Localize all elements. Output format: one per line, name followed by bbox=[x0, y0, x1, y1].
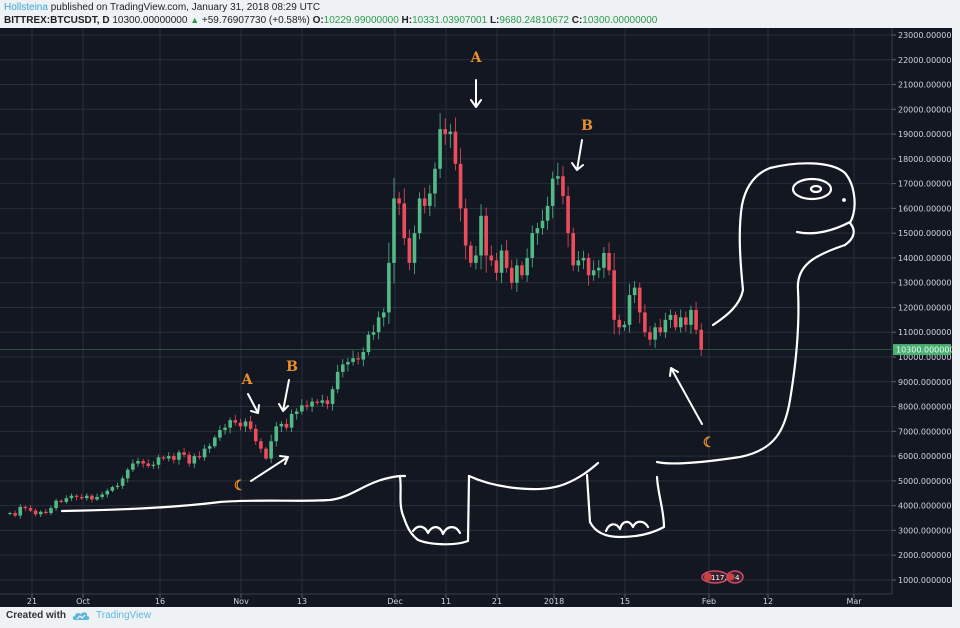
price-axis[interactable]: 23000.00000000 22000.00000000 21000.000000… bbox=[892, 31, 952, 585]
price-tick-label: 12000.00000000 bbox=[898, 303, 952, 312]
price-tick-label: 21000.00000000 bbox=[898, 81, 952, 90]
badge-count: 117.5 bbox=[711, 574, 731, 582]
arrow-up-left-icon bbox=[669, 367, 703, 425]
time-tick-label: Feb bbox=[702, 597, 716, 606]
turtle-drawing bbox=[60, 162, 856, 546]
change-value: +59.76907730 (+0.58%) bbox=[201, 15, 310, 26]
price-tick-label: 11000.00000000 bbox=[898, 328, 952, 337]
annotation-label: A bbox=[470, 50, 483, 66]
svg-text:10300.00000000: 10300.00000000 bbox=[896, 346, 952, 355]
time-axis[interactable]: 21 Oct 16 Nov 13 Dec 11 21 2018 15 Feb 12 Mar bbox=[27, 594, 862, 606]
grid bbox=[0, 28, 892, 594]
price-tick-label: 15000.00000000 bbox=[898, 229, 952, 238]
time-tick-label: 2018 bbox=[544, 597, 564, 606]
publish-line: Hollsteina published on TradingView.com,… bbox=[4, 1, 657, 14]
time-tick-label: Dec bbox=[387, 597, 402, 606]
ohlc-line: BITTREX:BTCUSDT, D 10300.00000000 ▲ +59.… bbox=[4, 14, 657, 27]
published-text: published on TradingView.com, January 31… bbox=[50, 2, 321, 13]
low-label: L: bbox=[489, 15, 500, 26]
moon-icon: ☾ bbox=[234, 478, 247, 494]
low-value: 9680.24810672 bbox=[499, 15, 569, 26]
price-tick-label: 20000.00000000 bbox=[898, 105, 952, 114]
price-tick-label: 2000.00000000 bbox=[898, 551, 952, 560]
price-tick-label: 9000.00000000 bbox=[898, 378, 952, 387]
turtle-tail bbox=[60, 474, 407, 513]
turtle-nostril bbox=[842, 198, 846, 202]
arrow-down-right-icon bbox=[247, 393, 260, 414]
annotation-arrows bbox=[247, 79, 703, 482]
time-tick-label: 13 bbox=[297, 597, 307, 606]
price-tick-label: 23000.00000000 bbox=[898, 31, 952, 40]
arrow-down-icon bbox=[278, 379, 290, 412]
price-tick-label: 4000.00000000 bbox=[898, 502, 952, 511]
price-tick-label: 3000.00000000 bbox=[898, 526, 952, 535]
turtle-eye-outer bbox=[791, 177, 833, 201]
created-with-label: Created with bbox=[6, 610, 67, 621]
time-tick-label: 11 bbox=[441, 597, 451, 606]
moon-icon: ☾ bbox=[703, 435, 716, 451]
price-tick-label: 17000.00000000 bbox=[898, 180, 952, 189]
price-tick-label: 18000.00000000 bbox=[898, 155, 952, 164]
price-tick-label: 5000.00000000 bbox=[898, 477, 952, 486]
candlestick-chart[interactable]: A B A B ☾ ☾ 23000.00000000 22000.00000000 21000… bbox=[0, 28, 952, 607]
arrow-down-icon bbox=[571, 139, 584, 171]
arrow-up-right-icon bbox=[250, 455, 289, 482]
last-price: 10300.00000000 bbox=[112, 15, 188, 26]
tradingview-cloud-icon bbox=[72, 611, 90, 620]
turtle-back-leg bbox=[585, 473, 666, 539]
high-value: 10331.03907001 bbox=[412, 15, 488, 26]
price-tick-label: 22000.00000000 bbox=[898, 56, 952, 65]
turtle-eye-inner bbox=[809, 184, 823, 194]
chart-header: Hollsteina published on TradingView.com,… bbox=[4, 1, 657, 27]
chart-area[interactable]: A B A B ☾ ☾ 23000.00000000 22000.00000000 21000… bbox=[0, 28, 952, 607]
price-tick-label: 8000.00000000 bbox=[898, 403, 952, 412]
time-tick-label: 15 bbox=[620, 597, 630, 606]
turtle-belly bbox=[467, 461, 600, 491]
price-tick-label: 14000.00000000 bbox=[898, 254, 952, 263]
close-label: C: bbox=[571, 15, 583, 26]
price-tick-label: 1000.00000000 bbox=[898, 576, 952, 585]
turtle-mouth bbox=[795, 220, 852, 235]
price-tick-label: 19000.00000000 bbox=[898, 130, 952, 139]
time-tick-label: Oct bbox=[76, 597, 90, 606]
price-tick-label: 7000.00000000 bbox=[898, 427, 952, 436]
arrow-down-icon bbox=[470, 79, 482, 108]
turtle-front-toes bbox=[411, 525, 462, 536]
close-value: 10300.00000000 bbox=[582, 15, 658, 26]
tradingview-brand-link[interactable]: TradingView bbox=[96, 610, 152, 621]
price-tick-label: 10000.00000000 bbox=[898, 353, 952, 362]
open-value: 10229.99000000 bbox=[323, 15, 399, 26]
annotation-label: B bbox=[581, 118, 593, 134]
turtle-back-toes bbox=[604, 520, 650, 533]
time-tick-label: 16 bbox=[155, 597, 165, 606]
price-tick-label: 13000.00000000 bbox=[898, 279, 952, 288]
candles bbox=[8, 112, 703, 519]
turtle-front-leg bbox=[398, 474, 471, 546]
time-tick-label: Nov bbox=[233, 597, 249, 606]
open-label: O: bbox=[312, 15, 324, 26]
author-link[interactable]: Hollsteina bbox=[4, 2, 48, 13]
time-tick-label: Mar bbox=[846, 597, 862, 606]
price-tick-label: 16000.00000000 bbox=[898, 204, 952, 213]
last-price-tag: 10300.00000000 bbox=[893, 344, 952, 356]
annotation-labels: A B A B ☾ ☾ bbox=[234, 50, 716, 494]
annotation-label: A bbox=[241, 372, 254, 388]
time-tick-label: 21 bbox=[492, 597, 502, 606]
annotation-label: B bbox=[286, 359, 298, 375]
time-tick-label: 21 bbox=[27, 597, 37, 606]
high-label: H: bbox=[401, 15, 413, 26]
symbol-label: BITTREX:BTCUSDT, D bbox=[4, 15, 110, 26]
price-tick-label: 6000.00000000 bbox=[898, 452, 952, 461]
event-badges[interactable]: 117.5 4 bbox=[701, 570, 744, 584]
badge-count: 4 bbox=[735, 574, 740, 582]
change-up-icon: ▲ bbox=[190, 15, 200, 25]
turtle-head bbox=[711, 162, 856, 327]
footer: Created with TradingView bbox=[6, 610, 151, 621]
turtle-back-body bbox=[655, 243, 847, 465]
time-tick-label: 12 bbox=[763, 597, 773, 606]
